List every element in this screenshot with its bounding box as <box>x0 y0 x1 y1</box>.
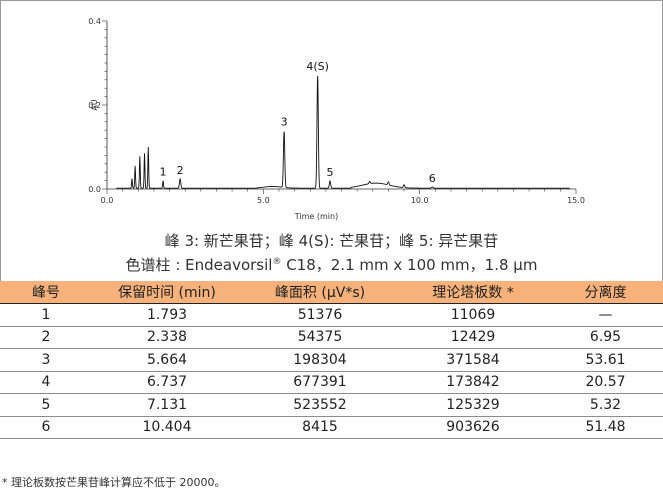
peak-label: 2 <box>177 164 184 177</box>
chromatogram-trace <box>116 75 570 189</box>
table-cell: 53.61 <box>548 348 663 372</box>
table-cell: 371584 <box>398 348 548 372</box>
table-cell: 51376 <box>242 303 398 327</box>
peak-label: 5 <box>326 166 333 179</box>
y-tick-label: 0.2 <box>88 101 101 110</box>
table-cell: 20.57 <box>548 371 663 394</box>
table-cell: 5 <box>0 393 92 417</box>
table-cell: 11069 <box>398 303 548 327</box>
table-row: 5 7.131 523552 125329 5.32 <box>0 393 663 417</box>
table-cell: 677391 <box>242 371 398 394</box>
table-cell: 903626 <box>398 416 548 439</box>
table-cell: 12429 <box>398 326 548 349</box>
x-tick-label: 10.0 <box>411 196 429 205</box>
table-cell: 523552 <box>242 393 398 417</box>
peak-label: 1 <box>160 166 167 179</box>
column-header: 分离度 <box>584 285 627 301</box>
table-cell: 5.32 <box>548 393 663 417</box>
table-row: 1 1.793 51376 11069 — <box>0 303 663 327</box>
table-cell: 6.737 <box>92 371 242 394</box>
table-cell: 4 <box>0 371 92 394</box>
table-cell: 3 <box>0 348 92 372</box>
x-axis-label: Time (min) <box>294 212 338 221</box>
x-tick-label: 5.0 <box>257 196 270 205</box>
y-tick-label: 0.0 <box>88 185 101 194</box>
column-header: 峰面积 (μV*s) <box>274 285 366 301</box>
table-cell: 1.793 <box>92 303 242 327</box>
chart-caption-column: 色谱柱 : Endeavorsil® C18，2.1 mm x 100 mm，1… <box>1 254 662 275</box>
table-cell: 173842 <box>398 371 548 394</box>
chart-caption-peaks: 峰 3: 新芒果苷；峰 4(S): 芒果苷；峰 5: 异芒果苷 <box>164 232 499 250</box>
y-axis-label: AU <box>90 99 99 110</box>
table-row: 4 6.737 677391 173842 20.57 <box>0 371 663 394</box>
x-tick-label: 0.0 <box>101 196 114 205</box>
table-cell: — <box>548 303 663 327</box>
column-header: 保留时间 (min) <box>118 285 216 301</box>
table-row: 2 2.338 54375 12429 6.95 <box>0 326 663 349</box>
table-cell: 198304 <box>242 348 398 372</box>
table-cell: 10.404 <box>92 416 242 439</box>
column-spec: C18，2.1 mm x 100 mm，1.8 μm <box>281 256 538 274</box>
column-header: 理论塔板数 * <box>432 285 514 301</box>
table-cell: 1 <box>0 303 92 327</box>
peak-labels: 1 2 3 4(S) 5 6 <box>160 60 436 185</box>
peak-label: 6 <box>429 172 436 185</box>
table-header-row: 峰号 保留时间 (min) 峰面积 (μV*s) 理论塔板数 * 分离度 <box>0 281 663 304</box>
table-cell: 2 <box>0 326 92 349</box>
table-row: 3 5.664 198304 371584 53.61 <box>0 348 663 372</box>
registered-mark: ® <box>272 257 282 267</box>
peak-data-table: 峰号 保留时间 (min) 峰面积 (μV*s) 理论塔板数 * 分离度 1 1… <box>0 281 663 439</box>
table-cell: 6.95 <box>548 326 663 349</box>
table-cell: 54375 <box>242 326 398 349</box>
table-cell: 6 <box>0 416 92 439</box>
table-cell: 8415 <box>242 416 398 439</box>
table-cell: 51.48 <box>548 416 663 439</box>
table-cell: 5.664 <box>92 348 242 372</box>
x-tick-label: 15.0 <box>567 196 585 205</box>
table-cell: 125329 <box>398 393 548 417</box>
table-footnote: * 理论板数按芒果苷峰计算应不低于 20000。 <box>2 476 226 489</box>
column-label: 色谱柱 : Endeavorsil <box>125 256 273 274</box>
table-cell: 7.131 <box>92 393 242 417</box>
column-header: 峰号 <box>32 285 60 301</box>
chart-axes: 0.0 0.2 0.4 0.0 5.0 10.0 15.0 Time (min) AU <box>88 17 585 221</box>
y-tick-label: 0.4 <box>88 17 101 26</box>
peak-label: 3 <box>281 116 288 129</box>
table-row: 6 10.404 8415 903626 51.48 <box>0 416 663 439</box>
peak-label: 4(S) <box>306 60 329 73</box>
table-cell: 2.338 <box>92 326 242 349</box>
chromatogram-chart: 0.0 0.2 0.4 0.0 5.0 10.0 15.0 Time (min) AU 1 2 3 4… <box>88 17 585 221</box>
